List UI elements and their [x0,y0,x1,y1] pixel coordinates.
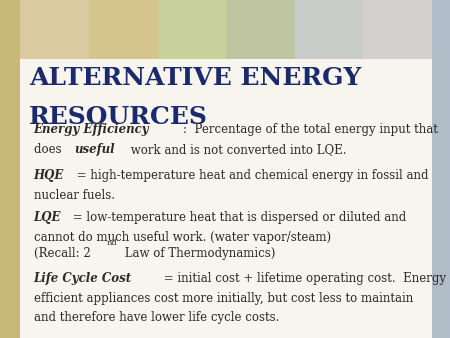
Text: (Recall: 2: (Recall: 2 [34,247,90,260]
Text: cannot do much useful work. (water vapor/steam): cannot do much useful work. (water vapor… [34,231,331,244]
Text: work and is not converted into LQE.: work and is not converted into LQE. [126,143,346,156]
Bar [20,0,432,59]
Text: LQE: LQE [34,211,61,224]
Bar [295,0,364,59]
Bar [432,0,450,338]
Text: = initial cost + lifetime operating cost.  Energy: = initial cost + lifetime operating cost… [160,272,446,285]
Text: :  Percentage of the total energy input that: : Percentage of the total energy input t… [183,123,438,136]
Text: nd: nd [107,239,118,247]
Bar [226,0,295,59]
Text: and therefore have lower life cycle costs.: and therefore have lower life cycle cost… [34,311,279,324]
Text: HQE: HQE [34,169,64,182]
Text: Life Cycle Cost: Life Cycle Cost [34,272,132,285]
Text: Energy Efficiency: Energy Efficiency [34,123,149,136]
Text: = high-temperature heat and chemical energy in fossil and: = high-temperature heat and chemical ene… [73,169,428,182]
Text: ALTERNATIVE ENERGY: ALTERNATIVE ENERGY [29,66,361,90]
Text: = low-temperature heat that is dispersed or diluted and: = low-temperature heat that is dispersed… [69,211,406,224]
Bar [158,0,226,59]
Text: efficient appliances cost more initially, but cost less to maintain: efficient appliances cost more initially… [34,292,413,305]
Bar [20,0,89,59]
Bar [0,0,20,338]
Bar [20,59,432,338]
Bar [364,0,432,59]
Text: Law of Thermodynamics): Law of Thermodynamics) [121,247,275,260]
Text: does: does [34,143,65,156]
Text: useful: useful [74,143,115,156]
Bar [89,0,158,59]
Text: RESOURCES: RESOURCES [29,105,208,129]
Text: nuclear fuels.: nuclear fuels. [34,189,115,201]
